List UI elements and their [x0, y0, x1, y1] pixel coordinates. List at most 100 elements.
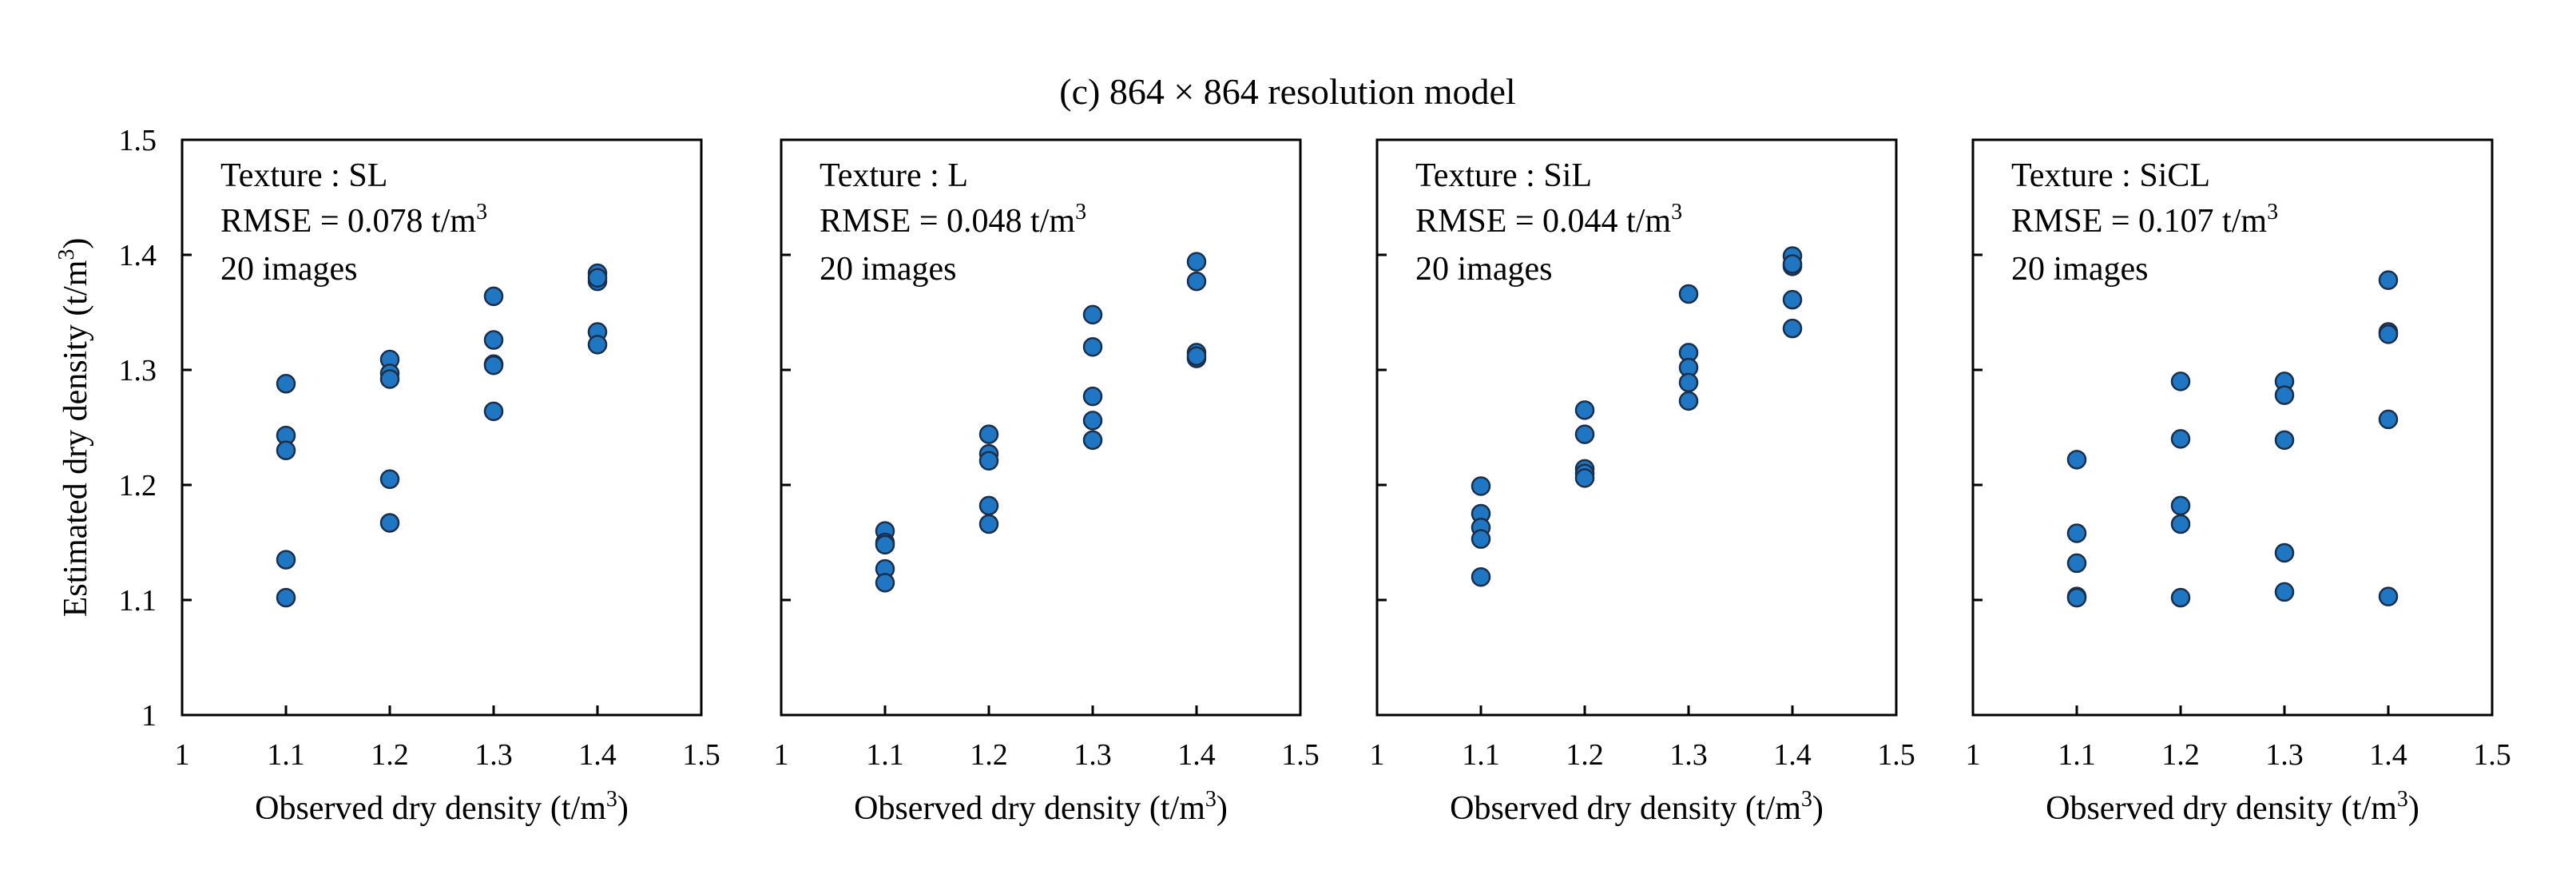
- data-point: [276, 440, 296, 461]
- data-point: [1678, 391, 1699, 411]
- texture-label: Texture : SL: [220, 157, 387, 194]
- x-tick-label: 1.1: [2058, 738, 2096, 772]
- data-point: [2378, 586, 2399, 606]
- x-axis-title-text: Observed dry density (t/m: [255, 790, 606, 827]
- data-point: [1782, 289, 1803, 310]
- data-point: [875, 534, 895, 555]
- x-axis-title-end: ): [2408, 790, 2419, 827]
- rmse-label: RMSE = 0.044 t/m3: [1415, 200, 1682, 240]
- data-point: [2274, 582, 2295, 602]
- rmse-text: RMSE = 0.048 t/m: [820, 203, 1075, 240]
- x-axis-title-end: ): [1812, 790, 1824, 827]
- y-tick-label: 1.1: [119, 584, 157, 618]
- y-axis-title-text: Estimated dry density (t/m: [58, 260, 94, 617]
- x-tick-label: 1: [175, 738, 190, 772]
- data-point: [1082, 386, 1103, 407]
- x-tick-label: 1.5: [2473, 738, 2511, 772]
- data-point: [1082, 411, 1103, 431]
- x-tick-label: 1.3: [474, 738, 513, 772]
- data-point: [1574, 424, 1595, 444]
- x-tick-label: 1.2: [2161, 738, 2200, 772]
- x-axis-title-text: Observed dry density (t/m: [854, 790, 1205, 827]
- data-point: [1082, 304, 1103, 325]
- data-point: [2378, 409, 2399, 430]
- y-tick-label: 1: [141, 699, 157, 733]
- x-tick-label: 1.4: [1177, 738, 1216, 772]
- plot-frame: [1971, 138, 2494, 717]
- data-point: [1678, 372, 1699, 393]
- data-point: [379, 469, 400, 490]
- x-tick-label: 1.1: [866, 738, 904, 772]
- texture-label: Texture : SiL: [1415, 157, 1592, 194]
- data-point: [2066, 553, 2087, 574]
- data-point: [483, 330, 504, 350]
- panel-1: 1 1.1 1.2 1.3 1.4 1.5 1 1.1 1.2 1.3 1.4 1.5 Texture …: [54, 124, 720, 827]
- data-point: [2378, 324, 2399, 344]
- data-point: [2066, 587, 2087, 608]
- data-point: [2274, 430, 2295, 451]
- x-axis-title-text: Observed dry density (t/m: [1450, 790, 1801, 827]
- panel-3: 1 1.1 1.2 1.3 1.4 1.5 Texture : SiL RMSE = 0.04…: [1370, 138, 1915, 827]
- data-point: [2170, 495, 2191, 516]
- data-point: [2274, 542, 2295, 563]
- images-label: 20 images: [1415, 251, 1552, 288]
- y-tick-label: 1.4: [119, 239, 157, 272]
- x-tick-label: 1.4: [1773, 738, 1812, 772]
- x-axis-title-superscript: 3: [606, 787, 617, 812]
- x-tick-label: 1.3: [1669, 738, 1708, 772]
- data-point: [379, 369, 400, 389]
- data-point: [2170, 371, 2191, 391]
- x-tick-label: 1.3: [2265, 738, 2304, 772]
- figure-title: (c) 864 × 864 resolution model: [1059, 71, 1515, 112]
- data-point: [1186, 252, 1207, 272]
- rmse-text: RMSE = 0.078 t/m: [220, 203, 476, 240]
- rmse-text: RMSE = 0.107 t/m: [2011, 203, 2267, 240]
- data-point: [1186, 346, 1207, 366]
- data-point: [483, 286, 504, 307]
- panels: 1 1.1 1.2 1.3 1.4 1.5 1 1.1 1.2 1.3 1.4 1.5 Texture …: [54, 124, 2511, 827]
- rmse-text: RMSE = 0.044 t/m: [1415, 203, 1671, 240]
- rmse-label: RMSE = 0.107 t/m3: [2011, 200, 2278, 240]
- x-tick-label: 1.5: [682, 738, 720, 772]
- plot-frame: [181, 138, 703, 717]
- data-point: [1471, 529, 1491, 549]
- rmse-superscript: 3: [1671, 200, 1682, 224]
- x-tick-label: 1: [1966, 738, 1981, 772]
- y-tick-label: 1.2: [119, 469, 157, 503]
- rmse-label: RMSE = 0.078 t/m3: [220, 200, 487, 240]
- data-point: [978, 514, 999, 534]
- x-tick-label: 1: [774, 738, 789, 772]
- data-point: [1082, 430, 1103, 451]
- images-label: 20 images: [2011, 251, 2148, 288]
- images-label: 20 images: [220, 251, 357, 288]
- data-point: [1782, 318, 1803, 339]
- x-tick-label: 1.4: [578, 738, 617, 772]
- x-axis-title-text: Observed dry density (t/m: [2046, 790, 2397, 827]
- rmse-superscript: 3: [2267, 200, 2278, 224]
- x-axis-title: Observed dry density (t/m3): [854, 787, 1228, 827]
- y-axis-title: Estimated dry density (t/m3): [54, 238, 94, 618]
- images-label: 20 images: [820, 251, 956, 288]
- x-axis-title-superscript: 3: [1205, 787, 1217, 812]
- data-point: [587, 268, 608, 288]
- x-tick-label: 1.2: [1566, 738, 1604, 772]
- data-point: [1574, 400, 1595, 420]
- data-point: [1782, 254, 1803, 274]
- x-tick-label: 1.2: [371, 738, 409, 772]
- x-axis-title-superscript: 3: [1801, 787, 1812, 812]
- x-tick-label: 1.4: [2369, 738, 2407, 772]
- data-point: [1082, 336, 1103, 357]
- x-axis-title-end: ): [617, 790, 629, 827]
- data-point: [978, 424, 999, 444]
- y-tick-label: 1.3: [119, 354, 157, 387]
- panel-4: 1 1.1 1.2 1.3 1.4 1.5 Texture : SiCL RMSE = 0.1…: [1966, 138, 2511, 827]
- y-tick-label: 1.5: [119, 124, 157, 157]
- data-point: [1678, 284, 1699, 304]
- data-point: [2170, 587, 2191, 608]
- x-axis-title-superscript: 3: [2397, 787, 2408, 812]
- texture-label: Texture : SiCL: [2011, 157, 2210, 194]
- data-point: [2378, 270, 2399, 290]
- x-axis-title: Observed dry density (t/m3): [2046, 787, 2419, 827]
- x-tick-label: 1.5: [1877, 738, 1915, 772]
- data-point: [875, 573, 895, 593]
